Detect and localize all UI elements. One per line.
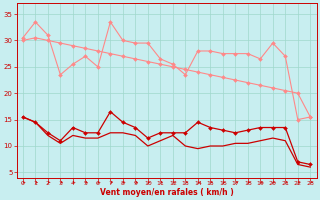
- X-axis label: Vent moyen/en rafales ( km/h ): Vent moyen/en rafales ( km/h ): [100, 188, 234, 197]
